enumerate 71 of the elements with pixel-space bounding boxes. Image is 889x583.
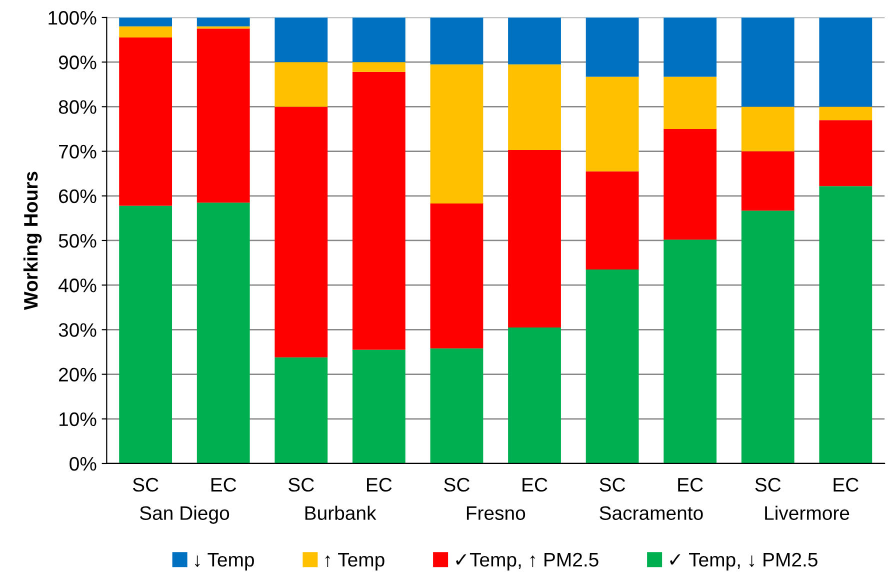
bar <box>430 17 484 64</box>
bar <box>508 17 561 64</box>
x-tick-label: SC <box>755 478 781 492</box>
bar <box>196 26 250 29</box>
bar <box>586 76 639 172</box>
y-tick-label: 70% <box>59 144 96 159</box>
x-tick-label: EC <box>367 478 392 492</box>
text: Burbank <box>305 506 376 520</box>
bar <box>586 171 639 270</box>
legend-label: ✓Temp, ↑ PM2.5 <box>456 552 598 570</box>
y-tick-label: 60% <box>59 189 96 204</box>
y-axis-title: Working Hours <box>23 172 42 310</box>
bar <box>119 38 172 206</box>
bar <box>586 269 639 464</box>
bar <box>196 28 250 203</box>
bar <box>196 202 250 464</box>
bar <box>819 120 872 186</box>
x-tick-label: EC <box>678 478 703 492</box>
bar <box>508 327 561 464</box>
x-tick-label: EC <box>522 478 548 492</box>
text: Sacramento <box>600 506 703 520</box>
y-tick-label: 80% <box>58 100 96 114</box>
x-tick-label: SC <box>444 478 470 492</box>
bar <box>664 17 717 77</box>
text: San Diego <box>140 506 230 524</box>
bar <box>586 17 639 77</box>
bar <box>741 17 794 107</box>
legend-label: ↓ Temp <box>195 553 254 570</box>
y-tick-label: 50% <box>58 234 96 248</box>
y-tick-label: 40% <box>58 278 96 292</box>
bar <box>741 106 794 152</box>
bar <box>274 357 328 464</box>
bar <box>352 72 406 350</box>
bar <box>508 150 561 328</box>
y-tick-label: 90% <box>58 56 96 70</box>
bar <box>430 64 484 204</box>
text: Livermore <box>765 506 850 520</box>
bar <box>664 240 717 464</box>
y-tick-label: 20% <box>59 368 96 382</box>
bar <box>819 106 872 120</box>
x-tick-label: EC <box>834 478 858 492</box>
y-tick-label: 30% <box>58 323 96 337</box>
y-tick-label: 10% <box>60 412 96 426</box>
bar <box>819 17 872 107</box>
bar <box>508 64 561 150</box>
x-tick-label: SC <box>288 478 314 492</box>
bar <box>664 128 717 240</box>
y-tick-label: 0% <box>70 456 96 471</box>
text: Fresno <box>466 506 526 520</box>
legend-label: ✓ Temp, ↓ PM2.5 <box>670 552 818 570</box>
legend-label: ↑ Temp <box>325 553 384 570</box>
x-tick-label: SC <box>132 478 158 492</box>
bar <box>119 26 172 38</box>
bar <box>430 203 484 348</box>
bar <box>274 62 328 107</box>
bar <box>274 17 328 62</box>
bar <box>664 76 717 129</box>
bar <box>352 350 406 464</box>
bar <box>741 210 794 464</box>
bar <box>819 186 872 464</box>
bar <box>352 62 406 72</box>
bar <box>741 151 794 211</box>
bar <box>430 348 484 464</box>
x-tick-label: EC <box>211 478 236 492</box>
bar <box>196 17 250 26</box>
x-tick-label: SC <box>600 478 626 492</box>
bar <box>274 106 328 358</box>
bar <box>119 17 172 26</box>
bar <box>352 17 406 62</box>
bar <box>119 206 172 464</box>
y-tick-label: 100% <box>48 10 96 25</box>
